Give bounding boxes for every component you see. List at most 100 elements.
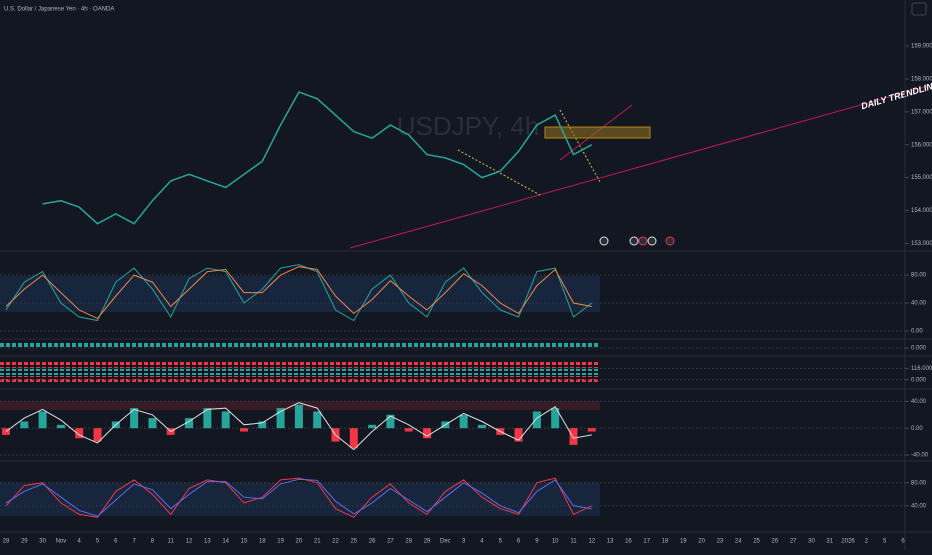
histogram-bar [75, 428, 84, 439]
histogram-bar [148, 418, 157, 429]
histogram-bar [258, 421, 267, 429]
histogram-bar [239, 428, 248, 432]
x-tick-label: 18 [662, 539, 669, 545]
histogram-bar [313, 411, 322, 429]
x-tick-label: 31 [826, 539, 833, 545]
x-tick-label: 27 [790, 539, 797, 545]
y-tick-label: 116.000 [911, 366, 932, 372]
x-tick-label: 7 [132, 539, 136, 545]
x-tick-label: 13 [204, 539, 211, 545]
y-tick-label: 0.00 [911, 329, 923, 335]
x-tick-label: 5 [499, 539, 503, 545]
x-tick-label: 2 [865, 539, 869, 545]
zone-box [544, 126, 651, 139]
band [0, 483, 600, 516]
x-tick-label: 4 [480, 539, 484, 545]
histogram-bar [2, 428, 10, 435]
x-tick-label: 13 [607, 539, 614, 545]
x-tick-label: 20 [698, 539, 705, 545]
y-tick-label: 0.000 [911, 346, 927, 352]
x-tick-label: 24 [735, 539, 742, 545]
histogram-bar [514, 428, 523, 442]
x-tick-label: 29 [21, 539, 28, 545]
x-tick-label: 12 [186, 539, 193, 545]
signal-dots [0, 376, 600, 382]
oscillator-line [5, 477, 593, 518]
histogram-bar [93, 428, 102, 442]
signal-dots [0, 343, 600, 349]
histogram-bar [221, 411, 230, 429]
histogram-bar [349, 428, 358, 449]
y-tick-label: 155.000 [911, 175, 932, 181]
watermark: USDJPY, 4h [397, 111, 540, 141]
x-tick-label: 26 [772, 539, 779, 545]
histogram-bar [459, 414, 468, 429]
histogram-bar [38, 411, 47, 429]
chart-title: U.S. Dollar / Japanese Yen · 4h · OANDA [4, 7, 114, 13]
x-tick-label: 19 [680, 539, 687, 545]
x-tick-label: 6 [901, 539, 905, 545]
y-tick-label: 80.00 [911, 273, 927, 279]
oscillator-line [5, 478, 592, 517]
x-tick-label: 30 [39, 539, 46, 545]
y-tick-label: 0.000 [911, 377, 927, 383]
x-tick-label: 20 [296, 539, 303, 545]
histogram-bar [587, 428, 596, 432]
y-tick-label: 40.00 [911, 399, 927, 405]
y-tick-label: -40.00 [911, 453, 929, 459]
x-tick-label: 30 [808, 539, 815, 545]
x-tick-label: 23 [717, 539, 724, 545]
y-tick-label: 153.000 [911, 241, 932, 247]
x-tick-label: 4 [78, 539, 82, 545]
histogram-bar [368, 424, 377, 429]
y-tick-label: 40.00 [911, 503, 927, 509]
oscillator-line [5, 402, 592, 451]
x-tick-label: 9 [535, 539, 539, 545]
x-tick-label: 14 [222, 539, 229, 545]
x-tick-label: 15 [241, 539, 248, 545]
x-tick-label: 12 [588, 539, 595, 545]
x-tick-label: Dec [440, 539, 451, 545]
x-tick-label: 19 [277, 539, 284, 545]
x-tick-label: 29 [424, 539, 431, 545]
histogram-bar [203, 408, 212, 429]
histogram-bar [294, 404, 303, 429]
dotted-line [559, 109, 601, 183]
y-tick-label: 0.00 [911, 426, 923, 432]
x-tick-label: 21 [314, 539, 321, 545]
histogram-bar [130, 408, 139, 429]
histogram-bar [20, 421, 29, 429]
x-tick-label: 8 [151, 539, 155, 545]
x-tick-label: 16 [625, 539, 632, 545]
histogram-bar [569, 428, 578, 445]
y-tick-label: 154.000 [911, 208, 932, 214]
x-tick-label: 2026 [841, 539, 855, 545]
dotted-line [457, 149, 541, 196]
x-tick-label: 27 [387, 539, 394, 545]
y-tick-label: 159.000 [911, 44, 932, 50]
histogram-bar [386, 414, 395, 429]
logo-badge [911, 2, 927, 16]
y-tick-label: 157.000 [911, 109, 932, 115]
x-tick-label: 6 [114, 539, 118, 545]
x-tick-label: 28 [405, 539, 412, 545]
x-tick-label: Nov [56, 539, 67, 545]
event-icons [599, 236, 675, 246]
x-tick-label: 25 [753, 539, 760, 545]
trendline [349, 84, 932, 249]
x-tick-label: 5 [96, 539, 100, 545]
x-tick-label: 28 [3, 539, 10, 545]
histogram-bar [185, 418, 194, 429]
x-tick-label: 11 [570, 539, 577, 545]
signal-dots [0, 369, 600, 375]
x-tick-label: 18 [259, 539, 266, 545]
x-tick-label: 22 [332, 539, 339, 545]
x-tick-label: 25 [350, 539, 357, 545]
histogram-bar [423, 428, 432, 439]
histogram-bar [276, 408, 285, 429]
y-tick-label: 156.000 [911, 142, 932, 148]
x-tick-label: 5 [883, 539, 887, 545]
histogram-bar [532, 411, 541, 429]
oscillator-line [5, 264, 593, 322]
